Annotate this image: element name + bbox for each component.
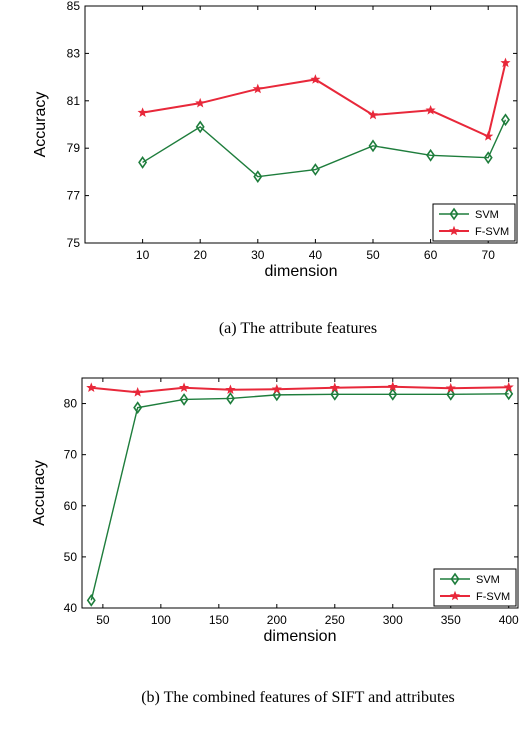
data-point-svm [272, 388, 282, 402]
y-tick-label: 79 [67, 141, 81, 155]
chart-combined-features: 50 100 150 200 250 300 350 400 40 50 60 70 80 dimensi… [31, 377, 519, 645]
legend-marker-svm [450, 572, 460, 586]
series-line-svm [90, 393, 509, 601]
series-line-f-svm [142, 62, 507, 138]
legend-label-svm: SVM [476, 574, 500, 586]
data-point-f-svm [387, 381, 398, 391]
data-point-svm [483, 151, 493, 165]
data-point-f-svm [225, 384, 236, 395]
x-tick-label: 30 [251, 248, 265, 262]
data-point-svm [330, 387, 340, 401]
x-tick-label: 60 [424, 248, 438, 262]
legend: SVM F-SVM [433, 568, 517, 607]
x-tick-label: 150 [209, 613, 229, 627]
legend-box [432, 203, 516, 242]
data-point-svm [368, 139, 378, 153]
data-point-f-svm [86, 382, 97, 393]
legend-label-f-svm: F-SVM [476, 591, 510, 603]
x-tick-label: 40 [309, 248, 323, 262]
y-tick-label: 85 [67, 0, 81, 13]
y-tick-label: 80 [64, 397, 78, 411]
data-point-svm [133, 401, 143, 415]
legend-marker-svm [449, 207, 459, 221]
data-point-f-svm [132, 387, 143, 397]
data-point-svm [504, 387, 514, 401]
y-tick-label: 70 [64, 448, 78, 462]
y-tick-label: 83 [67, 46, 81, 60]
data-point-f-svm [252, 83, 263, 94]
y-tick-label: 50 [64, 550, 78, 564]
data-point-svm [426, 148, 436, 162]
data-point-f-svm [445, 382, 456, 393]
data-point-f-svm [503, 381, 514, 392]
data-point-f-svm [310, 74, 321, 84]
data-point-svm [138, 156, 148, 169]
x-tick-label: 300 [383, 613, 403, 627]
y-tick-label: 75 [67, 236, 81, 250]
data-point-f-svm [178, 382, 190, 393]
data-point-svm [195, 120, 205, 134]
data-point-f-svm [483, 131, 494, 141]
data-point-svm [388, 387, 398, 401]
chart-attribute-features: 10 20 30 40 50 60 70 75 77 79 81 83 85 dimension Accur… [32, 0, 518, 280]
legend-marker-f-svm [448, 225, 460, 236]
x-tick-label: 20 [194, 248, 208, 262]
x-tick-label: 10 [136, 248, 150, 262]
y-tick-label: 77 [67, 189, 81, 203]
data-point-svm [86, 593, 96, 607]
y-tick-label: 40 [64, 601, 78, 615]
x-tick-label: 100 [151, 613, 171, 627]
x-tick-label: 50 [96, 613, 110, 627]
legend-label-f-svm: F-SVM [475, 226, 509, 238]
x-tick-label: 400 [499, 613, 519, 627]
data-point-svm [253, 170, 263, 184]
caption-b: (b) The combined features of SIFT and at… [141, 689, 455, 706]
data-point-f-svm [271, 383, 282, 394]
x-tick-label: 350 [441, 613, 461, 627]
x-tick-label: 200 [267, 613, 287, 627]
data-point-svm [310, 163, 320, 176]
data-point-f-svm [425, 104, 436, 115]
legend: SVM F-SVM [432, 203, 516, 242]
x-axis-label: dimension [264, 628, 337, 645]
data-point-f-svm [195, 97, 206, 108]
x-axis-label: dimension [265, 263, 338, 280]
data-point-f-svm [329, 382, 340, 393]
data-point-f-svm [137, 107, 148, 117]
data-point-svm [446, 387, 456, 401]
series-line-svm [142, 119, 507, 178]
legend-label-svm: SVM [475, 209, 499, 221]
y-tick-label: 81 [67, 94, 81, 108]
data-point-svm [225, 392, 235, 405]
x-tick-label: 70 [482, 248, 496, 262]
x-tick-label: 50 [366, 248, 380, 262]
x-tick-label: 250 [325, 613, 345, 627]
y-axis-label: Accuracy [32, 92, 49, 158]
caption-a: (a) The attribute features [219, 320, 377, 337]
data-point-svm [501, 113, 510, 127]
legend-box [433, 568, 517, 607]
legend-marker-f-svm [449, 590, 461, 601]
data-point-svm [179, 393, 189, 406]
data-point-f-svm [500, 57, 511, 68]
y-tick-label: 60 [64, 499, 78, 513]
y-axis-label: Accuracy [31, 460, 48, 526]
data-point-f-svm [367, 109, 379, 120]
